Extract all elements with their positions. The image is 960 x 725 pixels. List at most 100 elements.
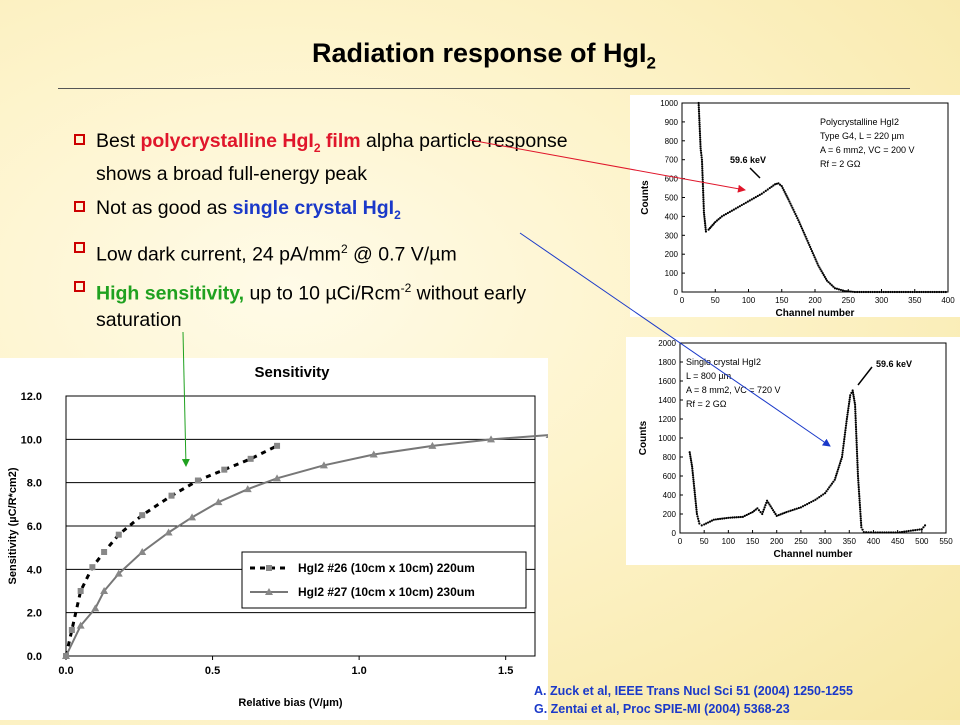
spectrum-point (833, 478, 836, 481)
spectrum-point (854, 417, 857, 420)
spectrum-point (848, 396, 852, 399)
spectrum-point (887, 531, 890, 534)
spectrum-point (773, 511, 776, 514)
spectrum-point (942, 290, 945, 294)
spectrum-point (693, 493, 697, 496)
spectrum-point (698, 112, 701, 115)
arrow-poly (469, 139, 746, 193)
spectrum-point (700, 156, 703, 159)
spectrum-point (856, 461, 859, 464)
spectrum-point (940, 290, 943, 294)
spectrum-point (689, 457, 692, 460)
spectrum-point (840, 455, 844, 459)
spectrum-point (807, 241, 810, 244)
spectrum-point (694, 495, 697, 498)
spectrum-point (788, 200, 791, 203)
spectrum-point (694, 502, 697, 505)
spectrum-point (720, 215, 723, 218)
spectrum-point (858, 506, 862, 509)
spectrum-point (844, 431, 847, 434)
x-tick-label: 400 (867, 537, 881, 546)
single-spectrum-chart: 0 200 400 600 800 1000 1200 1400 1600 1800 2000 0 50… (638, 339, 953, 560)
spectrum-point (889, 531, 893, 534)
spectrum-point (778, 183, 782, 186)
spectrum-point (726, 211, 729, 215)
spectrum-point (911, 290, 914, 294)
spectrum-point (904, 290, 907, 294)
data-point-hgi27 (91, 604, 100, 612)
spectrum-point (848, 400, 851, 403)
spectrum-point (725, 516, 728, 520)
spectrum-point (896, 531, 899, 534)
x-axis-label: Channel number (776, 308, 855, 317)
spectrum-point (710, 519, 714, 522)
spectrum-point (698, 114, 701, 118)
spectrum-point (705, 522, 708, 525)
spectrum-point (855, 452, 859, 455)
x-tick-label: 150 (746, 537, 760, 546)
spectrum-point (729, 516, 732, 519)
spectrum-point (839, 460, 842, 463)
spectrum-point (820, 270, 823, 273)
spectrum-point (859, 508, 862, 511)
peak-pointer (749, 167, 761, 179)
spectrum-point (799, 506, 803, 509)
spectrum-point (758, 193, 761, 196)
spectrum-point (700, 154, 703, 157)
x-tick-label: 0.0 (58, 665, 73, 677)
spectrum-point (859, 521, 863, 524)
spectrum-point (856, 463, 859, 466)
spectrum-point (698, 132, 702, 135)
spectrum-point (692, 480, 695, 483)
spectrum-point (843, 435, 846, 438)
spectrum-point (860, 290, 863, 294)
spectrum-point (859, 515, 862, 518)
spectrum-point (843, 433, 846, 436)
data-point-hgi26 (101, 549, 108, 555)
y-tick-label: 200 (665, 250, 679, 259)
spectrum-point (933, 290, 936, 294)
spectrum-point (760, 192, 763, 195)
x-tick-label: 1.5 (498, 665, 513, 677)
spectrum-point (763, 506, 766, 509)
spectrum-point (689, 459, 693, 462)
spectrum-point (822, 493, 825, 496)
spectrum-point (841, 449, 844, 452)
spectrum-point (840, 457, 843, 461)
spectrum-point (775, 514, 778, 517)
spectrum-point (857, 488, 860, 491)
spectrum-point (817, 264, 820, 267)
spectrum-point (847, 404, 850, 408)
spectrum-point (693, 491, 696, 494)
spectrum-point (701, 165, 704, 168)
data-point-hgi27 (243, 485, 252, 493)
spectrum-point (825, 490, 828, 493)
data-point-hgi26 (115, 531, 122, 538)
spectrum-point (855, 443, 858, 446)
spectrum-point (728, 210, 731, 213)
spectrum-point (838, 464, 841, 467)
spectrum-point (697, 517, 700, 520)
spectrum-point (858, 497, 861, 500)
spectrum-point (693, 489, 696, 492)
spectrum-point (851, 290, 855, 293)
spectrum-point (789, 202, 792, 205)
spectrum-point (853, 401, 856, 404)
x-tick-label: 150 (775, 296, 789, 305)
spectrum-point (894, 531, 897, 534)
spectrum-point (761, 512, 764, 516)
spectrum-point (692, 478, 695, 481)
spectrum-point (893, 290, 896, 294)
spectrum-point (698, 119, 701, 122)
spectrum-point (809, 247, 813, 251)
spectrum-point (719, 216, 722, 219)
spectrum-point (808, 243, 811, 247)
spectrum-point (698, 125, 701, 128)
spectrum-point (756, 194, 759, 198)
spectrum-point (721, 517, 724, 520)
x-tick-label: 100 (742, 296, 756, 305)
spectrum-point (754, 508, 757, 511)
spectrum-point (857, 481, 860, 484)
y-tick-label: 1400 (658, 396, 676, 405)
spectrum-point (703, 222, 707, 225)
